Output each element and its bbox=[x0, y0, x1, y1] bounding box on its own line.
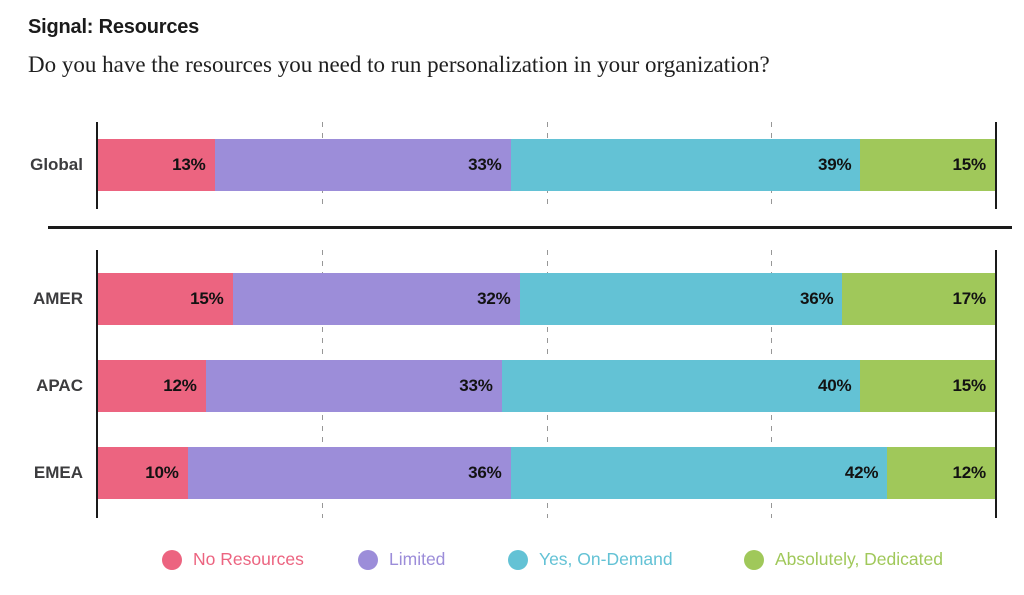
bar-segment-no-resources-global: 13% bbox=[98, 139, 215, 191]
row-label-global: Global bbox=[30, 155, 83, 174]
bar-segment-yes-on-demand-apac: 40% bbox=[501, 360, 861, 412]
stacked-bar-amer: 15% 32% 36% 17% bbox=[98, 273, 995, 325]
bar-segment-limited-emea: 36% bbox=[187, 447, 511, 499]
stacked-bar-global: 13% 33% 39% 15% bbox=[98, 139, 995, 191]
segment-value-label: 42% bbox=[844, 463, 879, 482]
axis-line-left bbox=[96, 250, 98, 518]
segment-value-label: 36% bbox=[800, 289, 834, 308]
axis-line-right bbox=[995, 250, 997, 518]
bar-group-global: Global 13% 33% 39% 15% bbox=[0, 122, 1024, 209]
legend-dot-icon bbox=[508, 549, 528, 570]
survey-question: Do you have the resources you need to ru… bbox=[28, 52, 770, 77]
segment-value-label: 17% bbox=[952, 289, 987, 308]
stacked-bar-emea: 10% 36% 42% 12% bbox=[98, 447, 995, 499]
bar-segment-yes-on-demand-emea: 42% bbox=[510, 447, 888, 499]
stacked-bar-apac: 12% 33% 40% 15% bbox=[98, 360, 995, 412]
segment-value-label: 33% bbox=[459, 376, 493, 395]
row-label-amer: AMER bbox=[32, 289, 83, 308]
legend-dot-icon bbox=[358, 549, 378, 570]
legend-label: Yes, On-Demand bbox=[539, 549, 673, 569]
legend-item-yes-on-demand: Yes, On-Demand bbox=[508, 549, 673, 570]
page-title: Signal: Resources bbox=[28, 16, 200, 38]
segment-value-label: 12% bbox=[163, 376, 197, 395]
bar-segment-limited-apac: 33% bbox=[205, 360, 502, 412]
bar-segment-no-resources-amer: 15% bbox=[98, 273, 233, 325]
legend-item-absolutely-dedicated: Absolutely, Dedicated bbox=[744, 549, 943, 570]
segment-value-label: 12% bbox=[952, 463, 987, 482]
legend-item-limited: Limited bbox=[358, 549, 445, 570]
legend-item-no-resources: No Resources bbox=[162, 549, 304, 570]
row-label-apac: APAC bbox=[36, 376, 83, 395]
segment-value-label: 15% bbox=[190, 289, 224, 308]
legend-dot-icon bbox=[162, 549, 182, 570]
legend-dot-icon bbox=[744, 549, 764, 570]
bar-segment-absolutely-dedicated-global: 15% bbox=[860, 139, 995, 191]
bar-segment-no-resources-apac: 12% bbox=[98, 360, 206, 412]
segment-value-label: 15% bbox=[952, 376, 987, 395]
segment-value-label: 36% bbox=[468, 463, 502, 482]
group-separator bbox=[48, 226, 1012, 229]
segment-value-label: 15% bbox=[952, 155, 987, 174]
segment-value-label: 10% bbox=[145, 463, 179, 482]
segment-value-label: 13% bbox=[172, 155, 206, 174]
bar-segment-no-resources-emea: 10% bbox=[98, 447, 188, 499]
bar-group-regions: AMER 15% 32% 36% 17% APAC 12% 33% 40% 15% EMEA 10% 3… bbox=[0, 250, 1024, 518]
legend-label: Limited bbox=[389, 549, 446, 569]
segment-value-label: 32% bbox=[477, 289, 511, 308]
bar-segment-absolutely-dedicated-apac: 15% bbox=[860, 360, 995, 412]
bar-segment-limited-global: 33% bbox=[214, 139, 511, 191]
segment-value-label: 39% bbox=[818, 155, 852, 174]
bar-segment-yes-on-demand-global: 39% bbox=[510, 139, 861, 191]
legend-label: Absolutely, Dedicated bbox=[775, 549, 943, 569]
bar-segment-yes-on-demand-amer: 36% bbox=[519, 273, 843, 325]
segment-value-label: 40% bbox=[817, 376, 852, 395]
legend-label: No Resources bbox=[193, 549, 304, 569]
axis-line-right bbox=[995, 122, 997, 209]
row-label-emea: EMEA bbox=[33, 463, 83, 482]
bar-segment-limited-amer: 32% bbox=[232, 273, 520, 325]
bar-segment-absolutely-dedicated-emea: 12% bbox=[887, 447, 995, 499]
axis-line-left bbox=[96, 122, 98, 209]
bar-segment-absolutely-dedicated-amer: 17% bbox=[842, 273, 995, 325]
segment-value-label: 33% bbox=[468, 155, 502, 174]
